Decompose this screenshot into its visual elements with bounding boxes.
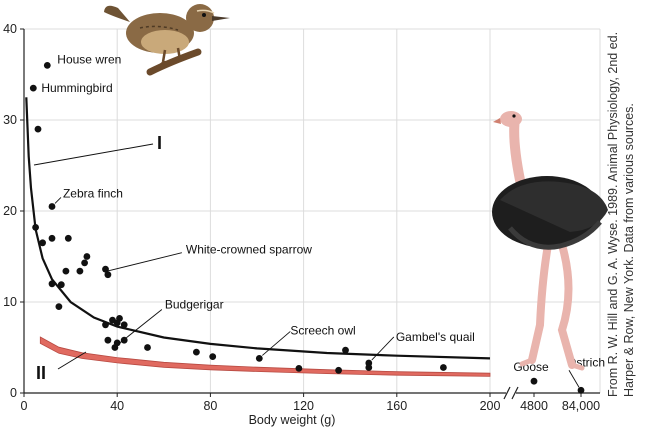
data-point: [55, 303, 63, 310]
point-label: Hummingbird: [41, 81, 112, 95]
data-point: [48, 203, 56, 210]
data-point: [577, 386, 585, 394]
label-leader: [568, 370, 580, 388]
x-tick-label: 4800: [520, 399, 548, 413]
data-point: [144, 344, 151, 351]
x-axis-label: Body weight (g): [249, 413, 336, 427]
data-point: [111, 344, 119, 351]
data-point: [120, 321, 128, 329]
data-point: [365, 364, 373, 371]
data-point: [32, 224, 39, 231]
label-leader: [262, 331, 291, 356]
data-point: [440, 364, 447, 371]
source-note-line-1: From R. W. Hill and G. A. Wyse. 1989. An…: [606, 32, 620, 397]
y-tick-label: 10: [3, 295, 17, 309]
curve-II-label: II: [36, 363, 46, 383]
data-point: [81, 259, 88, 267]
data-points: [29, 62, 585, 394]
x-tick-label: 40: [110, 399, 124, 413]
label-leader: [104, 252, 182, 273]
curves: III: [25, 97, 491, 383]
data-point: [83, 253, 91, 260]
x-tick-label: 160: [386, 399, 407, 413]
x-tick-label: 80: [203, 399, 217, 413]
y-tick-label: 40: [3, 22, 17, 36]
point-label: Zebra finch: [63, 186, 123, 200]
y-tick-label: 0: [10, 386, 17, 400]
point-label: House wren: [57, 52, 121, 66]
data-point: [102, 321, 109, 329]
data-point: [104, 336, 112, 344]
data-point: [76, 267, 84, 275]
point-label: Budgerigar: [165, 298, 224, 312]
data-point: [335, 366, 342, 374]
y-tick-label: 20: [3, 204, 17, 218]
curve-II-leader: [57, 351, 87, 370]
data-point: [209, 353, 217, 360]
data-point: [39, 239, 46, 247]
curve-I-leader: [33, 143, 154, 166]
axis-break-mark: [503, 386, 519, 400]
point-label: White-crowned sparrow: [186, 243, 312, 257]
point-label: Screech owl: [290, 323, 355, 337]
data-point: [34, 125, 42, 133]
house-wren-illustration: [104, 4, 230, 76]
label-leader: [54, 197, 62, 204]
x-tick-label: 84,000: [562, 399, 600, 413]
data-point: [48, 234, 56, 242]
data-point: [113, 319, 121, 327]
y-tick-label: 30: [3, 113, 17, 127]
data-point: [342, 346, 349, 354]
point-label: Gambel's quail: [396, 330, 475, 344]
data-point: [295, 365, 303, 372]
data-point: [29, 84, 37, 92]
data-point: [62, 267, 70, 275]
curve-I: [25, 97, 491, 360]
data-point: [193, 348, 200, 356]
data-point: [64, 234, 72, 242]
curve-II-band: [39, 336, 491, 377]
grid: [24, 28, 601, 393]
axes: 0 10 20 30 40 0 40 80 120 160 200 4800 84,000: [3, 22, 600, 413]
label-leader: [371, 336, 395, 361]
data-point: [530, 377, 538, 385]
source-note-line-2: Harper & Row, New York. Data from variou…: [622, 103, 636, 397]
x-tick-label: 200: [480, 399, 501, 413]
data-point: [255, 355, 263, 362]
source-note: From R. W. Hill and G. A. Wyse. 1989. An…: [606, 32, 636, 397]
label-leader: [117, 309, 163, 345]
data-point: [57, 281, 65, 289]
data-point: [104, 271, 112, 279]
data-point: [43, 62, 51, 69]
curve-I-label: I: [157, 133, 162, 153]
ostrich-illustration: [492, 111, 608, 371]
x-tick-label: 120: [293, 399, 314, 413]
data-point: [48, 280, 56, 288]
x-tick-label: 0: [21, 399, 28, 413]
